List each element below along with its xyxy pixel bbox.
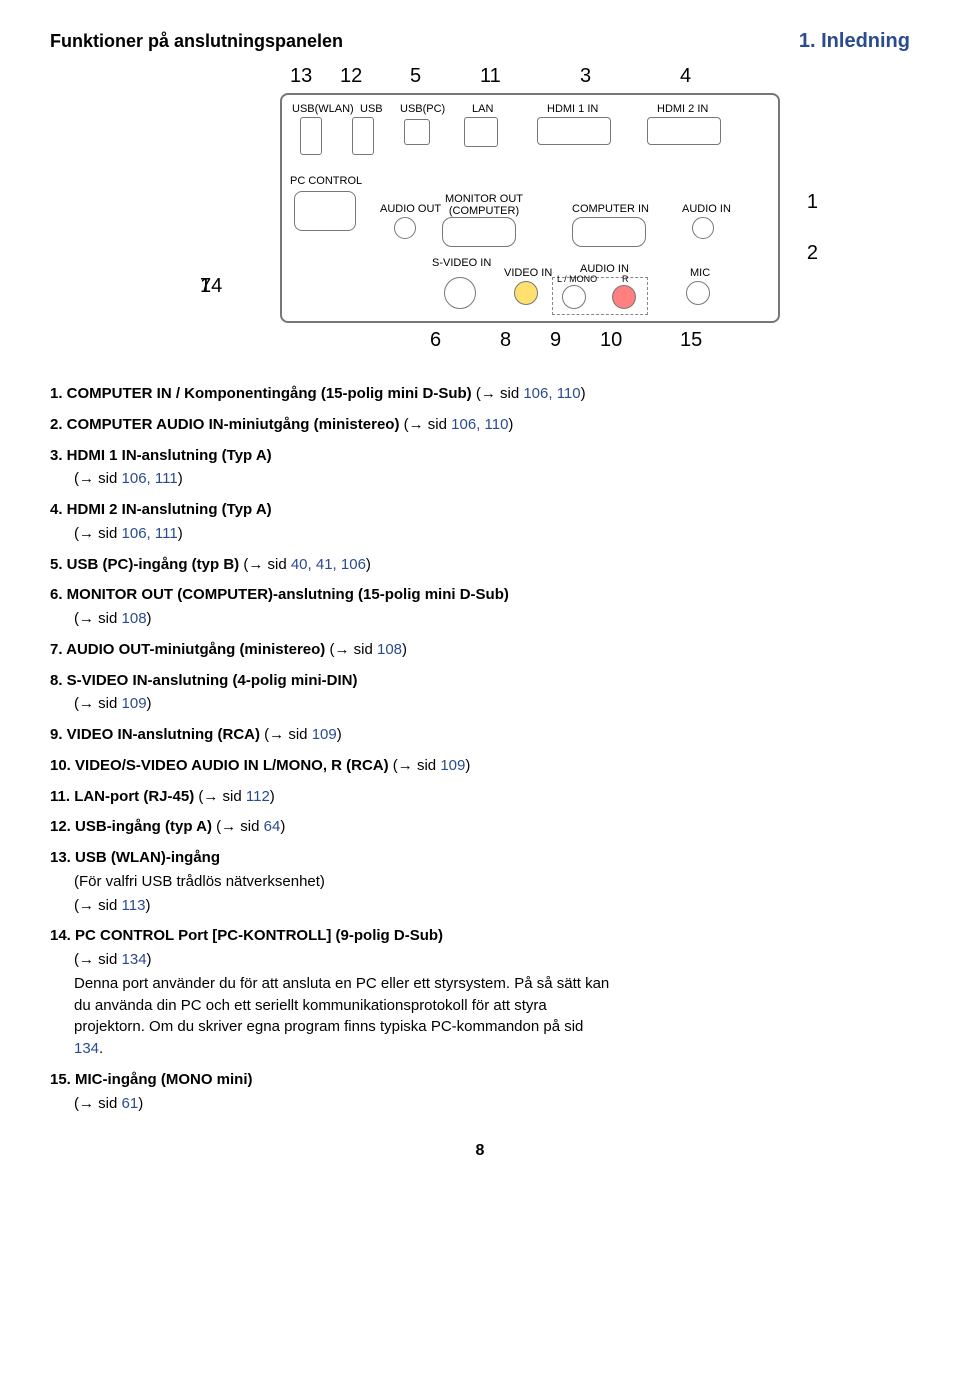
port-audio-out [394, 217, 416, 239]
connector-panel-diagram: 13 12 5 11 3 4 USB(WLAN) USB USB(PC) LAN… [160, 65, 800, 363]
callout-13: 13 [290, 65, 312, 88]
label-r: R [622, 275, 629, 285]
list-item: 1. COMPUTER IN / Komponentingång (15-pol… [50, 383, 610, 405]
page-number: 8 [50, 1142, 910, 1160]
label-usb-pc: USB(PC) [400, 103, 445, 115]
label-lmono: L / MONO [557, 275, 597, 285]
list-item: 7. AUDIO OUT-miniutgång (ministereo) (→ … [50, 639, 610, 661]
label-svideo-in: S-VIDEO IN [432, 257, 491, 269]
port-usb-wlan [300, 117, 322, 155]
label-lan: LAN [472, 103, 493, 115]
port-computer-in [572, 217, 646, 247]
port-mic [686, 281, 710, 305]
label-pc-control: PC CONTROL [290, 175, 362, 187]
list-item: 13. USB (WLAN)-ingång(För valfri USB trå… [50, 847, 610, 916]
list-item: 5. USB (PC)-ingång (typ B) (→ sid 40, 41… [50, 554, 610, 576]
callout-8: 8 [500, 329, 511, 352]
label-usb-wlan: USB(WLAN) [292, 103, 354, 115]
port-hdmi2 [647, 117, 721, 145]
callout-9: 9 [550, 329, 561, 352]
port-usb [352, 117, 374, 155]
port-usb-pc [404, 119, 430, 145]
label-mic: MIC [690, 267, 710, 279]
port-audio-l [562, 285, 586, 309]
callout-1: 1 [807, 191, 818, 214]
list-item: 2. COMPUTER AUDIO IN-miniutgång (ministe… [50, 414, 610, 436]
label-video-in: VIDEO IN [504, 267, 552, 279]
label-computer-in: COMPUTER IN [572, 203, 649, 215]
label-audio-out: AUDIO OUT [380, 203, 441, 215]
port-audio-r [612, 285, 636, 309]
list-item: 9. VIDEO IN-anslutning (RCA) (→ sid 109) [50, 724, 610, 746]
port-hdmi1 [537, 117, 611, 145]
callout-6: 6 [430, 329, 441, 352]
callout-11: 11 [480, 65, 501, 88]
section-title: Funktioner på anslutningspanelen [50, 31, 343, 52]
callout-3: 3 [580, 65, 591, 88]
label-hdmi1: HDMI 1 IN [547, 103, 598, 115]
list-item: 3. HDMI 1 IN-anslutning (Typ A)(→ sid 10… [50, 445, 610, 491]
list-item: 15. MIC-ingång (MONO mini)(→ sid 61) [50, 1069, 610, 1115]
list-item: 11. LAN-port (RJ-45) (→ sid 112) [50, 786, 610, 808]
port-lan [464, 117, 498, 147]
list-item: 10. VIDEO/S-VIDEO AUDIO IN L/MONO, R (RC… [50, 755, 610, 777]
label-audio-in: AUDIO IN [682, 203, 731, 215]
callouts-top: 13 12 5 11 3 4 [160, 65, 800, 93]
callout-10: 10 [600, 329, 622, 352]
header: Funktioner på anslutningspanelen 1. Inle… [50, 30, 910, 53]
list-item: 4. HDMI 2 IN-anslutning (Typ A)(→ sid 10… [50, 499, 610, 545]
port-pc-control [294, 191, 356, 231]
port-svideo [444, 277, 476, 309]
label-monitor-out: MONITOR OUT (COMPUTER) [445, 193, 523, 217]
callout-5: 5 [410, 65, 421, 88]
list-item: 6. MONITOR OUT (COMPUTER)-anslutning (15… [50, 584, 610, 630]
label-hdmi2: HDMI 2 IN [657, 103, 708, 115]
list-item: 8. S-VIDEO IN-anslutning (4-polig mini-D… [50, 670, 610, 716]
port-video-in [514, 281, 538, 305]
callout-15: 15 [680, 329, 702, 352]
list-item: 14. PC CONTROL Port [PC-KONTROLL] (9-pol… [50, 925, 610, 1060]
port-audio-in [692, 217, 714, 239]
callout-2: 2 [807, 242, 818, 265]
list-item: 12. USB-ingång (typ A) (→ sid 64) [50, 816, 610, 838]
chapter-title: 1. Inledning [799, 30, 910, 53]
callouts-right: 1 2 [807, 191, 818, 265]
port-monitor-out [442, 217, 516, 247]
label-usb: USB [360, 103, 383, 115]
callout-7: 7 [200, 275, 211, 298]
callouts-bottom: 6 8 9 10 15 [160, 329, 800, 363]
callout-4: 4 [680, 65, 691, 88]
panel-outline: USB(WLAN) USB USB(PC) LAN HDMI 1 IN HDMI… [280, 93, 780, 323]
connector-list: 1. COMPUTER IN / Komponentingång (15-pol… [50, 383, 610, 1114]
callout-12: 12 [340, 65, 362, 88]
